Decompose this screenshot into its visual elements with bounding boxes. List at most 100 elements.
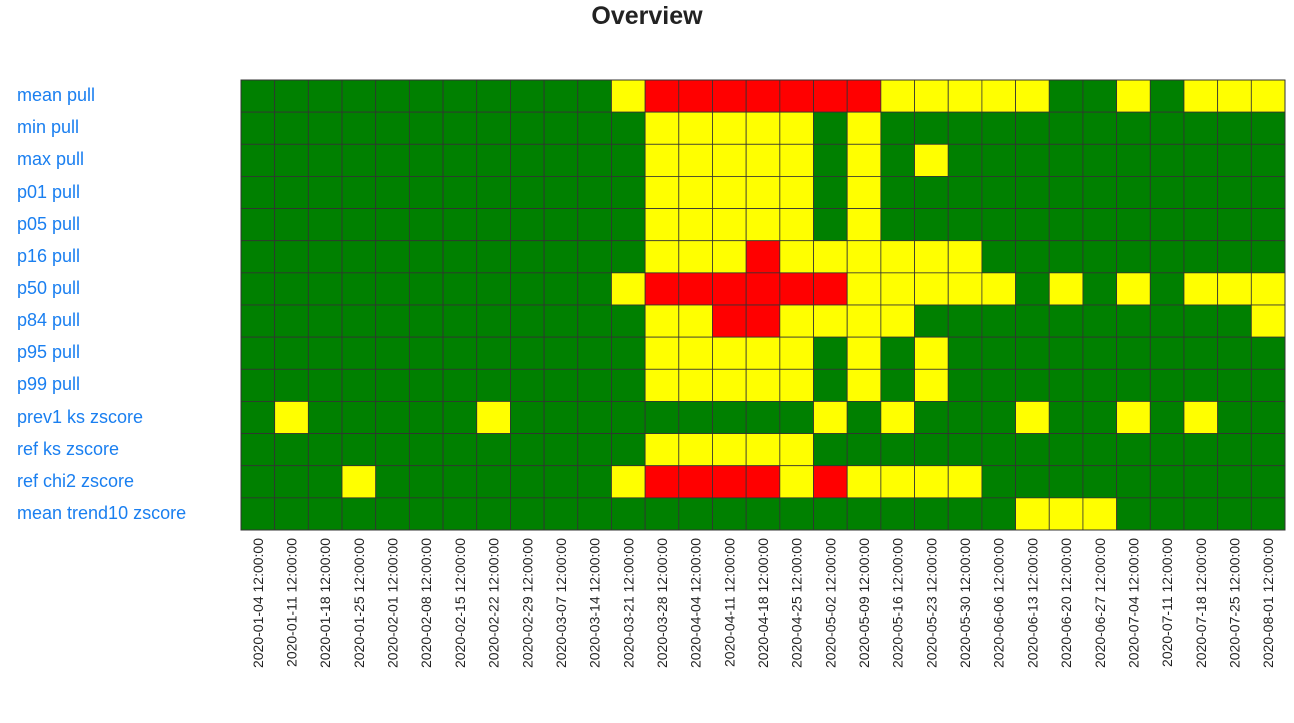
heatmap-cell (813, 465, 848, 499)
heatmap-cell (1015, 368, 1050, 402)
row-label-link[interactable]: p95 pull (17, 342, 81, 363)
row-label-link[interactable]: p50 pull (17, 277, 81, 298)
x-tick-label: 2020-06-27 12:00:00 (1092, 538, 1108, 668)
heatmap-cell (240, 208, 276, 242)
row-label-link[interactable]: p84 pull (17, 310, 81, 331)
heatmap-cell (1217, 336, 1252, 370)
heatmap-cell (510, 433, 545, 467)
heatmap-cell (678, 401, 713, 434)
heatmap-cell (240, 368, 276, 402)
heatmap-cell (914, 143, 949, 177)
row-label-link[interactable]: prev1 ks zscore (17, 406, 144, 427)
heatmap-cell (1048, 208, 1084, 242)
heatmap-cell (1116, 497, 1151, 531)
heatmap-cell (914, 272, 949, 306)
heatmap-cell (678, 465, 713, 499)
x-tick-label: 2020-03-21 12:00:00 (620, 538, 636, 668)
heatmap-cell (341, 143, 377, 177)
heatmap-cell (240, 433, 276, 467)
x-tick-label: 2020-01-18 12:00:00 (317, 538, 333, 668)
x-tick-label: 2020-06-06 12:00:00 (991, 538, 1007, 668)
heatmap-cell (375, 79, 410, 113)
heatmap-cell (543, 433, 579, 467)
heatmap-cell (577, 208, 612, 242)
heatmap-cell (408, 79, 444, 113)
heatmap-cell (644, 208, 680, 242)
heatmap-cell (981, 111, 1016, 145)
heatmap-cell (1183, 240, 1219, 274)
heatmap-cell (947, 368, 983, 402)
x-tick-label: 2020-05-23 12:00:00 (923, 538, 939, 668)
heatmap-cell (1217, 497, 1252, 531)
heatmap-cell (1149, 176, 1185, 209)
heatmap-cell (1217, 240, 1252, 274)
heatmap-cell (1250, 433, 1286, 467)
row-label-link[interactable]: p16 pull (17, 245, 81, 266)
heatmap-cell (1116, 143, 1151, 177)
heatmap-cell (745, 304, 781, 338)
heatmap-cell (442, 465, 478, 499)
heatmap-cell (1015, 465, 1050, 499)
heatmap-cell (1082, 368, 1118, 402)
heatmap-cell (1250, 272, 1286, 306)
row-label-link[interactable]: ref chi2 zscore (17, 470, 135, 491)
heatmap-cell (846, 433, 882, 467)
heatmap-cell (1048, 272, 1084, 306)
heatmap-cell (712, 465, 747, 499)
heatmap-cell (712, 272, 747, 306)
heatmap-cell (408, 433, 444, 467)
heatmap-cell (577, 401, 612, 434)
heatmap-cell (846, 401, 882, 434)
heatmap-cell (813, 79, 848, 113)
x-tick-label: 2020-07-11 12:00:00 (1159, 538, 1175, 667)
heatmap-cell (510, 304, 545, 338)
heatmap-cell (543, 465, 579, 499)
heatmap-cell (274, 433, 309, 467)
heatmap-cell (240, 304, 276, 338)
row-label-link[interactable]: p05 pull (17, 213, 81, 234)
heatmap-cell (510, 368, 545, 402)
row-label-link[interactable]: min pull (17, 117, 80, 138)
heatmap-cell (846, 111, 882, 145)
row-label-link[interactable]: mean pull (17, 85, 96, 106)
heatmap-cell (543, 401, 579, 434)
heatmap-cell (341, 401, 377, 434)
heatmap-cell (846, 272, 882, 306)
heatmap-cell (846, 368, 882, 402)
heatmap-cell (981, 433, 1016, 467)
heatmap-cell (274, 208, 309, 242)
heatmap-cell (947, 497, 983, 531)
heatmap-cell (1183, 304, 1219, 338)
heatmap-cell (375, 272, 410, 306)
heatmap-cell (307, 368, 343, 402)
heatmap-cell (1149, 143, 1185, 177)
row-label-link[interactable]: p01 pull (17, 181, 81, 202)
heatmap-cell (341, 433, 377, 467)
heatmap-cell (611, 433, 646, 467)
x-tick-label: 2020-03-07 12:00:00 (553, 538, 569, 668)
heatmap-cell (813, 240, 848, 274)
heatmap-cell (442, 79, 478, 113)
x-tick-label: 2020-01-11 12:00:00 (284, 538, 300, 667)
x-tick-label: 2020-04-18 12:00:00 (755, 538, 771, 668)
row-label-link[interactable]: p99 pull (17, 374, 81, 395)
heatmap-cell (408, 465, 444, 499)
heatmap-cell (577, 79, 612, 113)
row-label-link[interactable]: max pull (17, 149, 85, 170)
heatmap-cell (1183, 143, 1219, 177)
heatmap-cell (678, 497, 713, 531)
row-label-link[interactable]: ref ks zscore (17, 438, 120, 459)
heatmap-cell (274, 79, 309, 113)
heatmap-cell (1116, 272, 1151, 306)
heatmap-cell (914, 368, 949, 402)
heatmap-cell (375, 240, 410, 274)
heatmap-cell (1015, 272, 1050, 306)
row-label-link[interactable]: mean trend10 zscore (17, 502, 187, 523)
heatmap-cell (981, 143, 1016, 177)
heatmap-cell (307, 272, 343, 306)
heatmap-cell (274, 368, 309, 402)
heatmap-cell (442, 208, 478, 242)
heatmap-cell (611, 111, 646, 145)
heatmap-cell (274, 465, 309, 499)
heatmap-cell (1015, 143, 1050, 177)
